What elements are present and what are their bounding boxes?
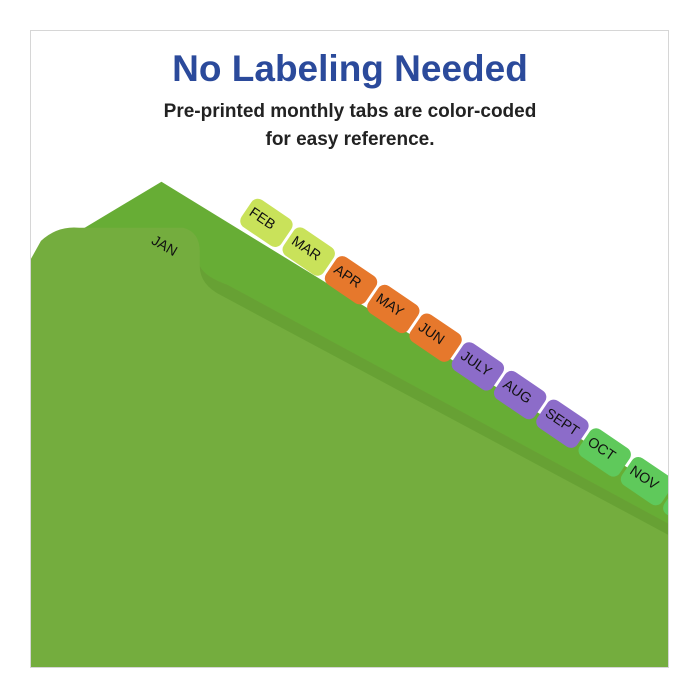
tab-nov[interactable]: NOV [618, 454, 669, 508]
subtitle-line-1: Pre-printed monthly tabs are color-coded [163, 101, 537, 122]
tab-body [409, 313, 462, 362]
tab-body [620, 457, 668, 506]
tab-body [493, 370, 547, 420]
tab-aug[interactable]: AUG [491, 368, 549, 422]
tab-jun[interactable]: JUN [406, 311, 464, 365]
tab-body [324, 256, 378, 305]
tab-body [536, 399, 589, 448]
tab-mar[interactable]: MAR [280, 224, 338, 278]
tab-body [282, 227, 335, 276]
tab-may[interactable]: MAY [364, 282, 422, 336]
subtitle-line-2: for easy reference. [265, 129, 435, 150]
front-sheet-shadow [199, 266, 668, 535]
tab-feb[interactable]: FEB [237, 196, 295, 250]
tab-apr[interactable]: APR [322, 253, 380, 307]
tab-oct[interactable]: OCT [576, 425, 634, 479]
tab-body [240, 198, 293, 248]
tab-body [578, 428, 631, 477]
tab-body [451, 342, 505, 391]
tab-body [367, 284, 420, 334]
headline: No Labeling Needed [172, 48, 528, 89]
front-sheet [31, 227, 668, 667]
image-frame: FEB MAR APR MAY JUN JULY AUG SEPT OCT NOV DEC JAN [30, 30, 669, 668]
tab-sept[interactable]: SEPT [533, 397, 591, 451]
